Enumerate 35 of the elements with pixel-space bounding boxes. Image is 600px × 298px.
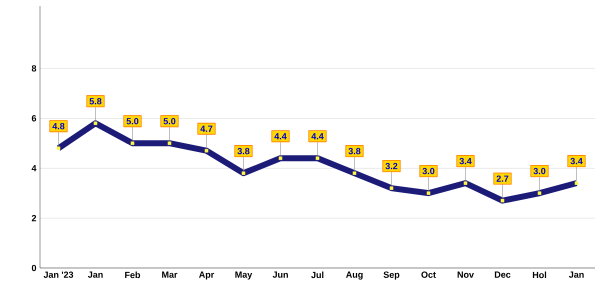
x-tick-label: Oct [421, 272, 436, 278]
x-tick-label: Apr [199, 272, 214, 280]
data-label: 4.4 [311, 133, 324, 140]
y-tick-label: 2 [32, 214, 36, 222]
x-tick-label: Nov [458, 272, 474, 278]
y-tick-label: 6 [32, 115, 36, 122]
data-label: 3.4 [459, 158, 472, 164]
x-tick-label: Mar [162, 272, 178, 278]
x-tick-label: Jul [311, 272, 324, 278]
data-label: 3.2 [385, 162, 398, 170]
data-label: 5.8 [90, 98, 102, 104]
data-label: 3.0 [533, 168, 546, 174]
data-label: 4.7 [200, 126, 212, 132]
data-label: 4.4 [274, 133, 287, 140]
data-label: 4.8 [52, 122, 64, 130]
data-label: 3.4 [570, 158, 583, 164]
y-tick-label: 8 [32, 65, 36, 72]
data-label: 3.0 [422, 168, 434, 174]
data-label: 2.7 [496, 175, 508, 182]
data-label: 5.0 [164, 118, 176, 124]
data-label: 3.8 [237, 148, 250, 154]
x-tick-label: Dec [494, 272, 510, 278]
y-tick-label: 4 [32, 165, 36, 172]
x-tick-label: Aug [346, 272, 363, 280]
x-tick-label: Jan '23 [44, 272, 74, 278]
x-tick-label: May [235, 272, 252, 280]
y-tick-label: 0 [32, 264, 36, 272]
x-tick-label: Feb [125, 272, 140, 278]
x-tick-label: Jan [88, 272, 103, 278]
data-label: 5.0 [126, 118, 138, 124]
x-tick-label: Hol [532, 272, 546, 278]
x-tick-label: Jun [272, 272, 288, 278]
x-tick-label: Sep [384, 272, 400, 280]
data-label: 3.8 [348, 148, 360, 154]
x-tick-label: Jan [568, 272, 584, 278]
